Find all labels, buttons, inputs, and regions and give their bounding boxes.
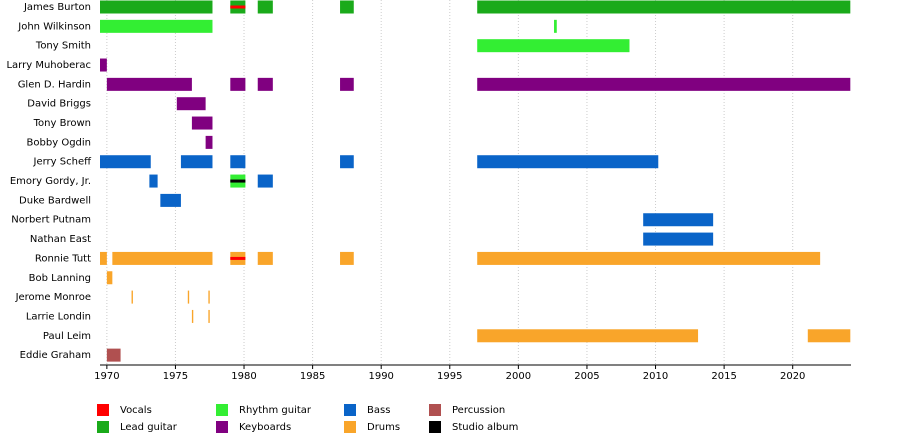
- member-name: John Wilkinson: [17, 21, 91, 32]
- legend-swatch: [97, 421, 109, 433]
- legend-label: Studio album: [452, 422, 518, 433]
- segment: [643, 213, 714, 227]
- segment: [477, 155, 659, 169]
- legend-label: Percussion: [452, 405, 505, 416]
- segment: [100, 19, 213, 33]
- legend-swatch: [97, 404, 109, 416]
- segment: [100, 155, 151, 169]
- segment: [340, 155, 354, 169]
- legend-swatch: [216, 421, 228, 433]
- segment: [160, 193, 181, 207]
- segment: [230, 179, 246, 183]
- member-name: Jerome Monroe: [15, 292, 91, 303]
- member-name: Emory Gordy, Jr.: [10, 176, 91, 187]
- member-name: James Burton: [23, 2, 91, 13]
- segment: [807, 329, 851, 343]
- segment: [205, 135, 213, 149]
- segment: [340, 251, 354, 265]
- segment: [131, 290, 133, 304]
- x-tick-label: 1985: [300, 371, 325, 382]
- x-tick-label: 2010: [643, 371, 668, 382]
- x-tick-label: 1975: [163, 371, 188, 382]
- legend-swatch: [429, 404, 441, 416]
- legend-swatch: [344, 421, 356, 433]
- legend-label: Rhythm guitar: [239, 405, 312, 416]
- segment: [257, 251, 273, 265]
- member-name: Larrie Londin: [26, 311, 91, 322]
- member-name: Tony Brown: [33, 118, 91, 129]
- x-tick-label: 1970: [94, 371, 119, 382]
- x-tick-label: 2005: [574, 371, 599, 382]
- segment: [149, 174, 158, 188]
- member-name: Norbert Putnam: [11, 215, 91, 226]
- segment: [100, 0, 213, 14]
- segment: [477, 0, 851, 14]
- segment: [257, 0, 273, 14]
- segment: [208, 309, 210, 323]
- segment: [176, 97, 206, 111]
- legend-label: Drums: [367, 422, 400, 433]
- member-name: Ronnie Tutt: [35, 253, 91, 264]
- segment: [477, 251, 821, 265]
- segment: [257, 77, 273, 91]
- x-tick-label: 1980: [231, 371, 256, 382]
- segment: [106, 77, 192, 91]
- legend-label: Lead guitar: [120, 422, 178, 433]
- member-name: Paul Leim: [43, 331, 91, 342]
- segment: [208, 290, 210, 304]
- member-name: Duke Bardwell: [19, 195, 91, 206]
- member-name: Bobby Ogdin: [27, 137, 91, 148]
- member-name: David Briggs: [27, 99, 91, 110]
- x-tick-label: 1995: [437, 371, 462, 382]
- member-name: Glen D. Hardin: [18, 79, 91, 90]
- segment: [477, 39, 630, 53]
- legend-label: Keyboards: [239, 422, 291, 433]
- member-name: Eddie Graham: [20, 350, 91, 361]
- legend-label: Bass: [367, 405, 390, 416]
- legend-swatch: [216, 404, 228, 416]
- segment: [191, 309, 194, 323]
- segment: [477, 329, 699, 343]
- segment: [180, 155, 213, 169]
- segment: [106, 271, 113, 285]
- legend-swatch: [344, 404, 356, 416]
- x-tick-label: 2000: [506, 371, 531, 382]
- member-name: Larry Muhoberac: [6, 60, 91, 71]
- x-tick-label: 1990: [368, 371, 393, 382]
- segment: [257, 174, 273, 188]
- segment: [191, 116, 213, 130]
- segment: [554, 19, 557, 33]
- x-tick-label: 2020: [780, 371, 805, 382]
- segment: [340, 0, 354, 14]
- segment: [106, 348, 121, 362]
- member-name: Bob Lanning: [29, 273, 91, 284]
- segment: [100, 58, 107, 72]
- segment: [477, 77, 851, 91]
- segment: [100, 251, 107, 265]
- member-name: Jerry Scheff: [33, 157, 93, 168]
- segment: [230, 77, 246, 91]
- segment: [230, 5, 246, 9]
- x-tick-label: 2015: [711, 371, 736, 382]
- segment: [340, 77, 354, 91]
- segment: [230, 155, 246, 169]
- legend-swatch: [429, 421, 441, 433]
- segment: [187, 290, 190, 304]
- segment: [643, 232, 714, 246]
- segment: [112, 251, 213, 265]
- member-name: Tony Smith: [35, 41, 91, 52]
- segment: [230, 256, 246, 260]
- member-name: Nathan East: [30, 234, 91, 245]
- legend-label: Vocals: [120, 405, 152, 416]
